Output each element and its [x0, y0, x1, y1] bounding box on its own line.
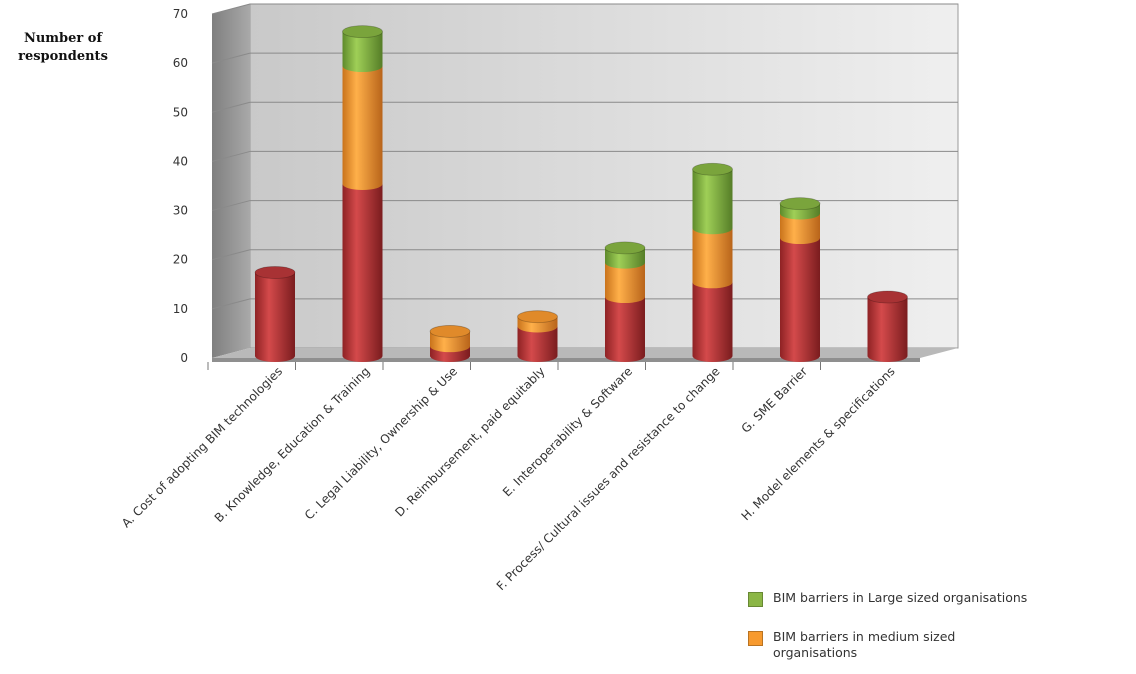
legend-label-medium: BIM barriers in medium sized organisatio… [773, 629, 956, 660]
bar-segment [605, 297, 645, 362]
bar-stack [254, 266, 296, 362]
y-axis-title: Number of respondents [18, 31, 108, 64]
legend-item-large: BIM barriers in Large sized organisation… [748, 590, 1136, 607]
bar-stack [692, 162, 733, 362]
bar-segment [780, 213, 820, 245]
bar-segment [692, 282, 733, 362]
x-tick-label: B. Knowledge, Education & Training [212, 364, 373, 525]
bar-stack [604, 241, 646, 362]
bar-segment [692, 169, 733, 235]
y-tick-label: 40 [173, 154, 188, 168]
bar-stack [867, 290, 908, 362]
gridline-side [211, 298, 251, 310]
legend: BIM barriers in Large sized organisation… [748, 590, 1136, 674]
floor [212, 348, 958, 358]
bar-cap [517, 310, 558, 324]
bar-cap [604, 241, 646, 255]
bar-cap [779, 197, 821, 211]
gridline-side [211, 52, 251, 64]
bar-cap [254, 266, 296, 279]
legend-item-medium: BIM barriers in medium sized organisatio… [748, 629, 1136, 661]
gridline-side [211, 200, 251, 212]
bar-stack [517, 310, 558, 362]
x-tick-label: C. Legal Liability, Ownership & Use [302, 364, 460, 522]
y-tick-labels: 0 10 20 30 40 50 60 70 [173, 7, 188, 365]
bar-cap [429, 325, 471, 338]
bar-segment [517, 326, 558, 362]
bar-segment [692, 228, 733, 289]
x-tick-label: D. Reimbursement, paid equitably [392, 364, 547, 519]
y-tick-label: 0 [180, 351, 188, 365]
bar-cap [342, 25, 383, 39]
bar-stack [429, 325, 471, 362]
bar-cap [692, 162, 733, 176]
bar-segment [780, 238, 820, 362]
x-tick-label: A. Cost of adopting BIM technologies [119, 364, 285, 530]
bar-segment [342, 66, 383, 190]
legend-swatch-large [748, 592, 763, 607]
floor-front [212, 358, 920, 362]
bar-segment [867, 297, 908, 362]
legend-label-large: BIM barriers in Large sized organisation… [773, 590, 1028, 605]
gridline-side [211, 150, 251, 162]
bar-cap [867, 290, 908, 304]
bar-segment [605, 262, 645, 304]
x-tick-label: G. SME Barrier [739, 364, 811, 436]
gridline-side [211, 101, 251, 113]
y-tick-label: 30 [173, 204, 188, 218]
bar-stack [779, 197, 821, 362]
gridline-side [211, 249, 251, 261]
gridline-side [211, 3, 251, 15]
bars [254, 25, 908, 362]
y-tick-label: 50 [173, 105, 188, 119]
y-tick-label: 70 [173, 7, 188, 21]
bar-segment [342, 31, 383, 73]
y-tick-label: 10 [173, 302, 188, 316]
bar-segment [342, 184, 383, 362]
y-tick-label: 20 [173, 253, 188, 267]
x-tick-label: H. Model elements & specifications [739, 364, 898, 523]
bar-stack [342, 25, 383, 362]
side-wall [212, 4, 250, 358]
legend-swatch-medium [748, 631, 763, 646]
y-tick-label: 60 [173, 56, 188, 70]
bar-segment [255, 272, 295, 362]
